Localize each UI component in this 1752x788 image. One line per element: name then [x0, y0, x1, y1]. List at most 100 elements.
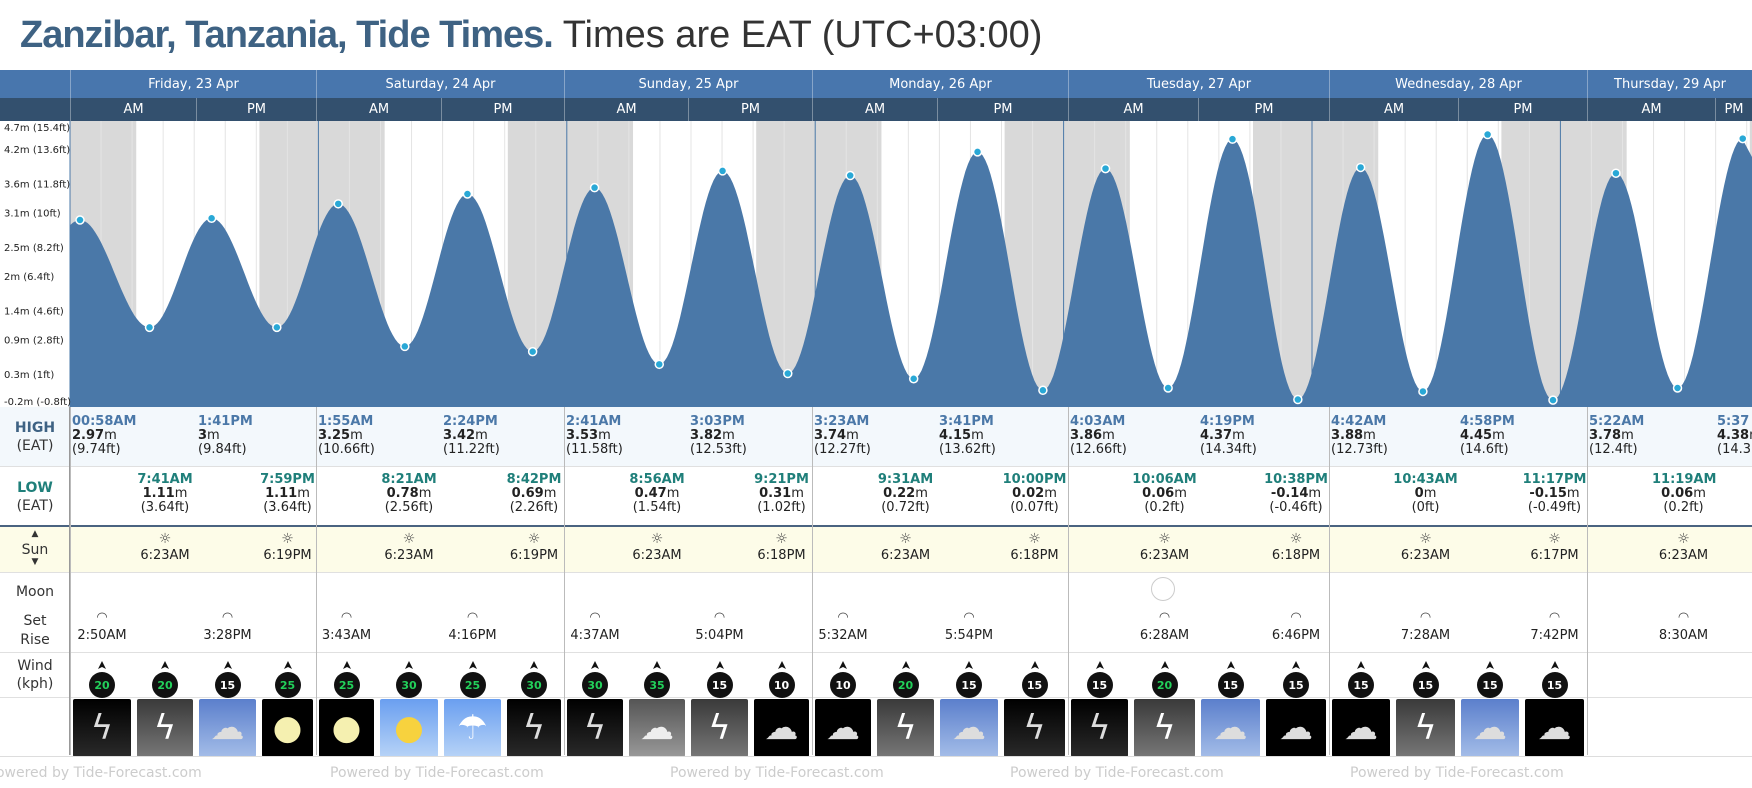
sun-label: Sun [21, 542, 49, 558]
pm-header-cell: PM [937, 98, 1068, 121]
low-tide-height: 0.02m [1001, 487, 1068, 501]
low-tide-height: 0m [1393, 487, 1458, 501]
high-tide-time: 2:41AM [566, 414, 622, 429]
footer-credit: Powered by Tide-Forecast.com [1350, 765, 1564, 781]
high-tide-meters: 3.42 [443, 428, 476, 443]
low-tide-cell: 10:00PM 0.02m (0.07ft) [1001, 473, 1068, 515]
low-tide-marker [1548, 395, 1558, 405]
high-tide-meters: 3.82 [690, 428, 723, 443]
sun-time: 6:18PM [1271, 548, 1321, 563]
low-tide-cell: 8:42PM 0.69m (2.26ft) [504, 473, 564, 515]
high-tide-marker [1355, 162, 1366, 173]
wind-arrow-icon [342, 661, 351, 671]
high-tide-time: 1:41PM [198, 414, 253, 429]
thunderstorm-icon: ϟ [137, 699, 193, 757]
high-tide-height: 3.53m [566, 429, 628, 443]
moon-set-label: Set [23, 613, 47, 629]
moonrise-icon: ◠ [837, 610, 849, 625]
day-column-divider [564, 407, 565, 755]
unit-m: m [666, 486, 680, 501]
moon-cell: ◠ 7:42PM [1522, 611, 1587, 643]
low-tide-time: 7:59PM [260, 472, 315, 487]
am-header-cell: AM [812, 98, 937, 121]
unit-m: m [1566, 486, 1580, 501]
wind-arrow-icon [223, 661, 232, 671]
thunderstorm-night-icon: ϟ [1004, 699, 1065, 757]
wind-speed: 20 [89, 661, 115, 698]
high-tide-cell: 2:41AM 3.53m (11.58ft) [566, 415, 628, 457]
am-header-cell: AM [1329, 98, 1458, 121]
low-tide-marker [1418, 386, 1428, 397]
high-tide-height: 4.38m [1717, 429, 1752, 443]
low-tide-marker [527, 346, 538, 357]
sun-cell: ☼ 6:23AM [1131, 531, 1198, 563]
sun-cell: ☼ 6:17PM [1522, 531, 1587, 563]
pm-header-cell: PM [688, 98, 812, 121]
high-tide-cell: 5:22AM 3.78m (12.4ft) [1589, 415, 1654, 457]
y-tick-label: 0.9m (2.8ft) [4, 335, 64, 346]
low-tide-marker [1293, 394, 1303, 405]
wind-arrow-icon [468, 661, 477, 671]
high-tide-marker [1100, 163, 1111, 174]
wind-speed: 15 [1086, 661, 1113, 698]
high-tide-height: 3m [198, 429, 261, 443]
high-tide-meters: 3.86 [1070, 428, 1103, 443]
low-tide-time: 10:00PM [1002, 472, 1067, 487]
high-tide-feet: (11.58ft) [566, 442, 623, 457]
y-tick-label: 3.6m (11.8ft) [4, 180, 70, 191]
low-tide-height: 0.69m [504, 487, 564, 501]
ampm-header: AM PM AM PM AM PM AM PM AM PM AM PM AM PM [0, 98, 1752, 121]
footer-credit: Powered by Tide-Forecast.com [1010, 765, 1224, 781]
day-header-cell: Tuesday, 27 Apr [1068, 70, 1329, 98]
low-tide-meters: 0.06 [1142, 486, 1175, 501]
day-header-cell: Sunday, 25 Apr [564, 70, 812, 98]
high-tide-feet: (9.84ft) [198, 442, 247, 457]
sun-time: 6:23AM [1658, 548, 1709, 563]
footer-credit: Powered by Tide-Forecast.com [670, 765, 884, 781]
low-tide-height: 0.06m [1652, 487, 1715, 501]
moon-time: 7:42PM [1530, 628, 1579, 643]
wind-arrow-icon [1292, 661, 1300, 671]
high-tide-cell: 2:24PM 3.42m (11.22ft) [443, 415, 506, 457]
day-column-divider [1587, 407, 1588, 755]
unit-m: m [1423, 486, 1437, 501]
wind-arrow-icon [965, 661, 973, 671]
wind-unit-label: (kph) [16, 676, 54, 692]
wind-cell: 15 [688, 661, 751, 700]
low-tide-time: 9:31AM [877, 472, 934, 487]
sun-time: 6:18PM [757, 548, 806, 563]
location-title: Zanzibar, Tanzania, Tide Times. [20, 14, 554, 56]
high-tide-cell: 3:23AM 3.74m (12.27ft) [814, 415, 876, 457]
low-tide-time: 10:06AM [1132, 472, 1197, 487]
wind-cell: 20 [874, 661, 937, 700]
wind-speed: 30 [396, 661, 422, 698]
high-tide-feet: (12.27ft) [814, 442, 871, 457]
wind-speed: 20 [152, 661, 178, 698]
moon-cell: ◠ 4:37AM [564, 611, 626, 643]
high-tide-feet: (13.62ft) [939, 442, 996, 457]
high-tide-feet: (9.74ft) [72, 442, 121, 457]
high-tide-meters: 3.53 [566, 428, 599, 443]
sun-up-arrow-icon: ▲ [31, 529, 39, 539]
day-column-divider [1329, 407, 1330, 755]
high-tide-marker [1482, 129, 1493, 140]
sun-down-arrow-icon: ▼ [31, 557, 39, 567]
thunderstorm-icon: ϟ [1396, 699, 1455, 757]
moonrise-icon: ◠ [1419, 610, 1432, 625]
thunderstorm-icon: ϟ [877, 699, 934, 757]
low-tide-cell: 10:38PM -0.14m (-0.46ft) [1263, 473, 1329, 515]
low-tide-feet: (1.02ft) [757, 500, 806, 515]
low-tide-meters: 0.06 [1661, 486, 1694, 501]
page-title: Zanzibar, Tanzania, Tide Times. Times ar… [20, 10, 1042, 60]
wind-cell: 25 [316, 661, 377, 700]
moon-rise-label: Rise [20, 632, 50, 648]
high-label: HIGH [14, 420, 56, 436]
high-tide-cell: 00:58AM 2.97m (9.74ft) [72, 415, 136, 457]
moon-cell: ◠ 3:28PM [196, 611, 259, 643]
low-tide-marker [1038, 385, 1048, 396]
day-header-cell: Wednesday, 28 Apr [1329, 70, 1587, 98]
thunderstorm-night-icon: ϟ [1071, 699, 1128, 757]
unit-m: m [1044, 486, 1057, 501]
wind-speed: 20 [1151, 661, 1178, 698]
wind-speed: 15 [956, 661, 982, 698]
